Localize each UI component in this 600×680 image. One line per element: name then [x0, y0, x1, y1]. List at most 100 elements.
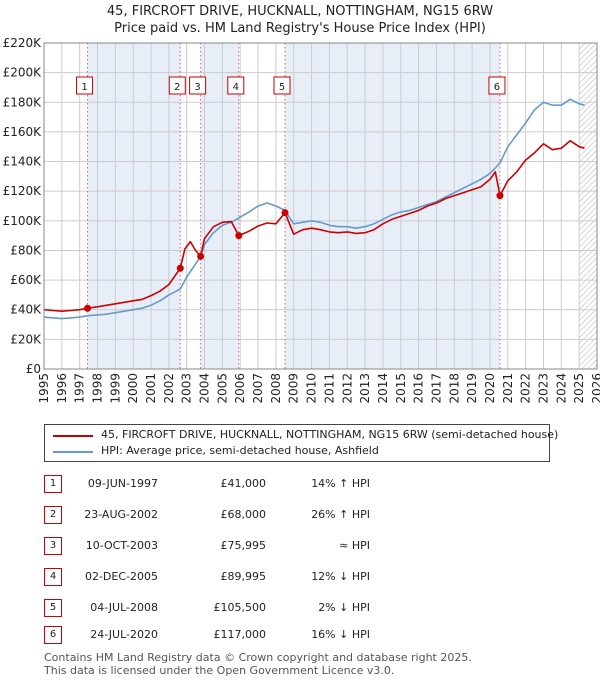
x-tick-label: 2003 — [180, 373, 194, 404]
x-tick-label: 2018 — [447, 373, 461, 404]
sale-label-frame — [227, 76, 245, 95]
sale-date: 04-JUL-2008 — [90, 601, 158, 614]
footer-licence: This data is licensed under the Open Gov… — [44, 664, 395, 677]
footer-copyright: Contains HM Land Registry data © Crown c… — [44, 651, 472, 664]
sale-label-box: 2 — [168, 76, 186, 95]
price-chart: 1 2 3 4 5 6 £0 £20K £40K £60K £80K £100K £120K £140K £… — [3, 36, 600, 404]
x-tick-label: 2008 — [269, 373, 283, 404]
sale-label-box: 4 — [227, 76, 245, 95]
sale-point — [235, 232, 243, 240]
sale-label-frame — [273, 76, 291, 95]
x-tick-label: 2021 — [501, 373, 515, 404]
legend-swatch-blue — [53, 451, 93, 453]
x-tick-label: 2014 — [376, 373, 390, 404]
sale-label-box: 5 — [273, 76, 291, 95]
x-tick-label: 1996 — [55, 373, 69, 404]
y-tick-label: £0 — [26, 362, 41, 376]
sale-price: £75,995 — [220, 539, 267, 552]
sale-point — [281, 209, 289, 217]
sale-label-box: 1 — [76, 76, 94, 95]
sale-row: 2 23-AUG-2002 £68,000 26% ↑ HPI — [0, 506, 600, 526]
x-tick-label: 2020 — [483, 373, 497, 404]
x-tick-label: 2012 — [340, 373, 354, 404]
x-tick-label: 2005 — [215, 373, 229, 404]
sale-price: £105,500 — [213, 601, 267, 614]
sale-price: £89,995 — [220, 570, 267, 583]
chart-subtitle: Price paid vs. HM Land Registry's House … — [114, 21, 486, 36]
sale-row: 1 09-JUN-1997 £41,000 14% ↑ HPI — [0, 475, 600, 495]
sale-price: £117,000 — [213, 628, 267, 641]
y-tick-label: £40K — [10, 303, 42, 317]
sale-point — [197, 252, 205, 260]
sale-hpi-comparison: 14% ↑ HPI — [311, 477, 370, 490]
x-tick-label: 1999 — [108, 373, 122, 404]
sale-date: 24-JUL-2020 — [90, 628, 158, 641]
sale-number-badge: 6 — [44, 626, 62, 644]
property-price-line — [43, 140, 585, 313]
sale-label-box: 6 — [488, 76, 506, 95]
x-tick-label: 2000 — [126, 373, 140, 404]
y-tick-label: £140K — [3, 155, 43, 169]
sale-number-badge: 3 — [44, 537, 62, 555]
shaded-period — [200, 43, 239, 369]
legend-label-hpi: HPI: Average price, semi-detached house,… — [101, 444, 379, 457]
x-tick-label: 2010 — [305, 373, 319, 404]
x-tick-label: 2017 — [429, 373, 443, 404]
x-tick-label: 1998 — [91, 373, 105, 404]
x-tick-label: 2001 — [144, 373, 158, 404]
shaded-period — [87, 43, 181, 369]
x-tick-label: 1997 — [73, 373, 87, 404]
y-tick-label: £100K — [3, 214, 43, 228]
x-tick-label: 2026 — [590, 373, 600, 404]
x-tick-label: 2011 — [322, 373, 336, 404]
sale-number-badge: 1 — [44, 475, 62, 493]
x-tick-label: 2019 — [465, 373, 479, 404]
x-tick-label: 1995 — [37, 373, 51, 404]
sale-row: 3 10-OCT-2003 £75,995 ≈ HPI — [0, 537, 600, 557]
y-tick-label: £160K — [3, 125, 43, 139]
x-tick-label: 2015 — [394, 373, 408, 404]
legend-swatch-red — [53, 435, 93, 437]
sale-price: £41,000 — [220, 477, 267, 490]
sale-label-text: 6 — [494, 82, 500, 93]
sale-date: 23-AUG-2002 — [84, 508, 158, 521]
plot-frame — [43, 42, 598, 370]
sale-row: 5 04-JUL-2008 £105,500 2% ↓ HPI — [0, 599, 600, 619]
sale-row: 6 24-JUL-2020 £117,000 16% ↓ HPI — [0, 626, 600, 646]
sale-date: 02-DEC-2005 — [84, 570, 158, 583]
y-tick-label: £220K — [3, 36, 43, 50]
x-tick-label: 2002 — [162, 373, 176, 404]
sale-point — [176, 264, 184, 272]
sale-label-text: 2 — [174, 82, 180, 93]
sale-point — [84, 304, 92, 312]
y-tick-label: £60K — [10, 273, 42, 287]
sale-label-box: 3 — [189, 76, 207, 95]
chart-legend: 45, FIRCROFT DRIVE, HUCKNALL, NOTTINGHAM… — [44, 424, 558, 462]
shaded-period — [285, 43, 500, 369]
x-tick-label: 2013 — [358, 373, 372, 404]
sale-hpi-comparison: ≈ HPI — [339, 539, 370, 552]
sale-label-text: 1 — [81, 82, 87, 93]
x-tick-label: 2006 — [233, 373, 247, 404]
x-tick-label: 2009 — [287, 373, 301, 404]
x-tick-label: 2024 — [554, 373, 568, 404]
sale-date: 09-JUN-1997 — [87, 477, 158, 490]
sale-label-frame — [168, 76, 186, 95]
sale-point — [496, 192, 504, 200]
y-tick-label: £80K — [10, 243, 42, 257]
sale-hpi-comparison: 16% ↓ HPI — [311, 628, 370, 641]
sale-date: 10-OCT-2003 — [85, 539, 158, 552]
sale-number-badge: 5 — [44, 599, 62, 617]
sale-number-badge: 2 — [44, 506, 62, 524]
x-tick-label: 2022 — [519, 373, 533, 404]
chart-title: 45, FIRCROFT DRIVE, HUCKNALL, NOTTINGHAM… — [106, 4, 494, 19]
y-tick-label: £200K — [3, 66, 43, 80]
x-tick-label: 2004 — [198, 373, 212, 404]
sale-label-text: 4 — [233, 82, 239, 93]
x-tick-label: 2025 — [572, 373, 586, 404]
x-tick-label: 2007 — [251, 373, 265, 404]
y-tick-label: £120K — [3, 184, 43, 198]
sale-hpi-comparison: 12% ↓ HPI — [311, 570, 370, 583]
sale-number-badge: 4 — [44, 568, 62, 586]
y-tick-label: £20K — [10, 332, 42, 346]
